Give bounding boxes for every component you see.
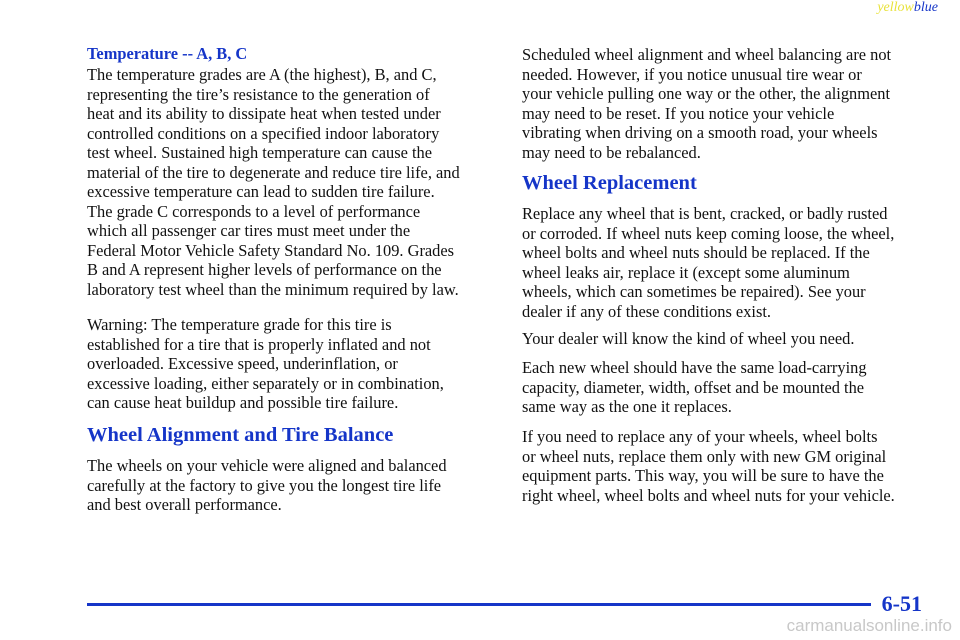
text-line: The temperature grades are A (the highes… [87, 65, 437, 84]
text-line: carefully at the factory to give you the… [87, 475, 442, 495]
text-line: wheels, which can sometimes be repaired)… [522, 282, 866, 301]
paragraph: Scheduled wheel alignment and wheel bala… [522, 45, 891, 162]
text-line: controlled conditions on a specified ind… [87, 123, 440, 143]
subheading: Temperature -- A, B, C [87, 44, 248, 63]
paragraph: The temperature grades are A (the highes… [87, 65, 460, 299]
text-line: vibrating when driving on a smooth road,… [522, 123, 878, 142]
text-line: established for a tire that is properly … [87, 334, 431, 354]
text-line: Federal Motor Vehicle Safety Standard No… [87, 240, 455, 260]
text-line: equipment parts. This way, you will be s… [522, 466, 884, 485]
text-line: excessive temperature can lead to sudden… [87, 182, 435, 201]
text-line: B and A represent higher levels of perfo… [87, 260, 442, 279]
text-line: Scheduled wheel alignment and wheel bala… [522, 45, 892, 64]
text-line: Your dealer will know the kind of wheel … [522, 329, 855, 348]
text-line: heat and its ability to dissipate heat w… [87, 104, 441, 123]
text-line: The wheels on your vehicle were aligned … [87, 456, 447, 475]
text-line: test wheel. Sustained high temperature c… [87, 143, 432, 162]
text-line: dealer if any of these conditions exist. [522, 301, 771, 321]
text-line: overloaded. Excessive speed, underinflat… [87, 354, 398, 373]
watermark: carmanualsonline.info [786, 616, 952, 635]
text-line: same way as the one it replaces. [522, 397, 732, 416]
text-line: right wheel, wheel bolts and wheel nuts … [522, 485, 895, 505]
text-line: If you need to replace any of your wheel… [522, 427, 878, 446]
text-line: which all passenger car tires must meet … [87, 221, 411, 240]
text-line: excessive loading, either separately or … [87, 373, 444, 393]
text-line: and best overall performance. [87, 495, 282, 514]
text-line: can cause heat buildup and possible tire… [87, 393, 399, 412]
paragraph: If you need to replace any of your wheel… [522, 427, 895, 505]
page-number: 6-51 [881, 591, 922, 616]
section-heading: Wheel Alignment and Tire Balance [87, 424, 394, 446]
text-line: Each new wheel should have the same load… [522, 358, 867, 377]
text-line: wheel bolts and wheel nuts should be rep… [522, 243, 870, 262]
paragraph: Each new wheel should have the same load… [522, 358, 867, 417]
footer-rule [87, 603, 871, 606]
text-line: your vehicle pulling one way or the othe… [522, 84, 891, 103]
text-line: representing the tire’s resistance to th… [87, 84, 430, 104]
text-line: laboratory test wheel than the minimum r… [87, 279, 459, 299]
paragraph: Replace any wheel that is bent, cracked,… [522, 204, 894, 321]
text-line: material of the tire to degenerate and r… [87, 162, 460, 182]
paragraph: The wheels on your vehicle were aligned … [87, 456, 447, 515]
text-line: The grade C corresponds to a level of pe… [87, 201, 421, 221]
section-heading: Wheel Replacement [522, 172, 697, 194]
text-line: Replace any wheel that is bent, cracked,… [522, 204, 888, 223]
text-line: or wheel nuts, replace them only with ne… [522, 446, 887, 466]
text-line: may need to be reset. If you notice your… [522, 103, 835, 123]
text-line: Warning: The temperature grade for this … [87, 315, 392, 334]
text-line: needed. However, if you notice unusual t… [522, 64, 862, 84]
marker-blue: blue [913, 0, 938, 15]
marker-yellow: yellow [877, 0, 914, 15]
paragraph: Your dealer will know the kind of wheel … [522, 329, 854, 349]
color-marker: yellowblue [877, 0, 938, 16]
text-line: or corroded. If wheel nuts keep coming l… [522, 223, 895, 243]
text-line: capacity, diameter, width, offset and be… [522, 377, 865, 397]
text-line: wheel leaks air, replace it (except some… [522, 262, 850, 282]
paragraph: Warning: The temperature grade for this … [87, 315, 444, 413]
text-line: may need to be rebalanced. [522, 142, 701, 162]
